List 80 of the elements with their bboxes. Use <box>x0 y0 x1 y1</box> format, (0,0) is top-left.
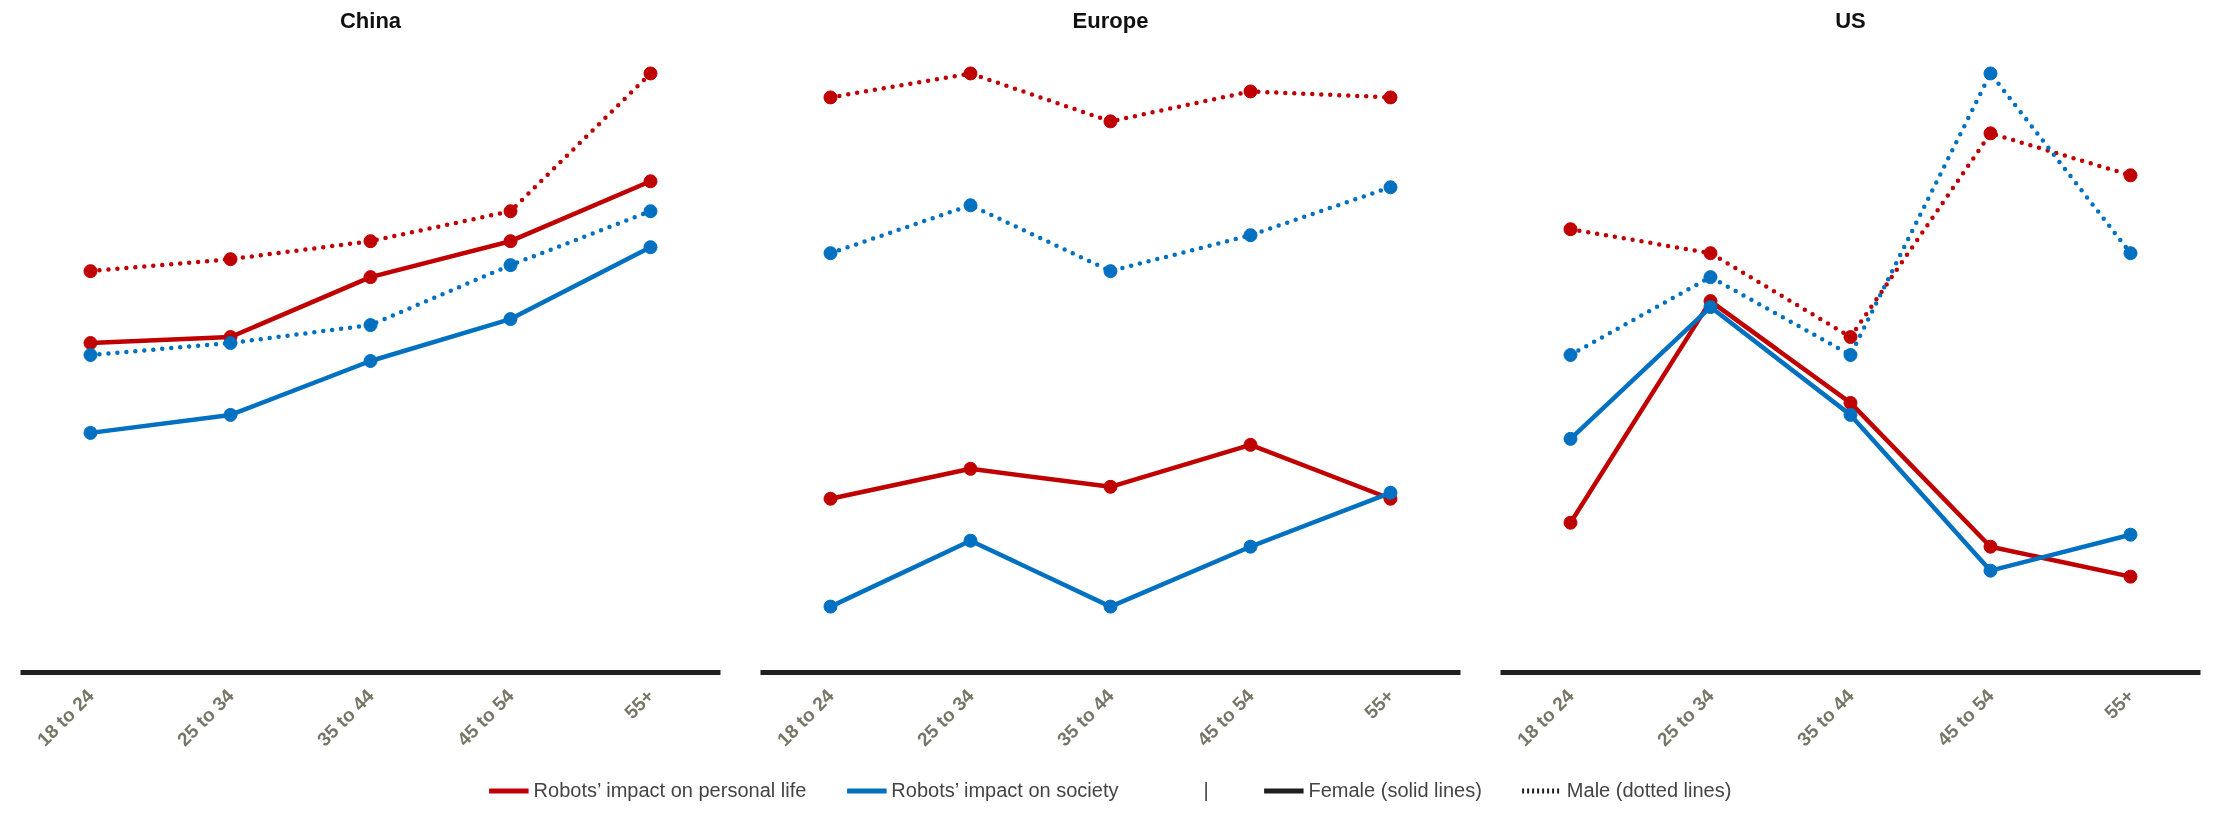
point <box>1703 246 1718 261</box>
point <box>823 246 838 261</box>
point <box>963 198 978 213</box>
x-tick-label: 55+ <box>620 685 658 723</box>
point <box>963 461 978 476</box>
point <box>643 240 658 255</box>
x-tick-label: 25 to 34 <box>913 684 979 750</box>
point <box>2123 246 2138 261</box>
point <box>1243 539 1258 554</box>
point <box>643 174 658 189</box>
x-tick-label: 45 to 54 <box>1193 684 1259 750</box>
chart-title: Europe <box>1072 7 1149 33</box>
text: | <box>1203 778 1210 802</box>
x-tick-label: 55+ <box>1360 685 1398 723</box>
point <box>1703 270 1718 285</box>
x-tick-label: 55+ <box>2100 685 2138 723</box>
point <box>963 533 978 548</box>
point <box>1563 431 1578 446</box>
point <box>1383 180 1398 195</box>
chart-title: China <box>339 7 402 33</box>
point <box>1843 407 1858 422</box>
x-tick-label: 25 to 34 <box>173 684 239 750</box>
text: Male (dotted lines) <box>1566 778 1732 802</box>
point <box>1383 90 1398 105</box>
point <box>503 234 518 249</box>
point <box>363 354 378 368</box>
point <box>1103 479 1118 494</box>
point <box>2123 168 2138 183</box>
point <box>1103 114 1118 129</box>
point <box>503 312 518 327</box>
point <box>1103 599 1118 614</box>
point <box>1563 348 1578 362</box>
point <box>223 252 238 267</box>
x-tick-label: 18 to 24 <box>773 684 839 750</box>
legend-label: Robots’ impact on society <box>891 778 1119 802</box>
point <box>823 599 838 614</box>
x-tick-label: 45 to 54 <box>453 684 519 750</box>
point <box>83 336 98 351</box>
legend-label: Robots’ impact on personal life <box>533 778 807 802</box>
x-tick-label: 35 to 44 <box>1793 684 1859 750</box>
point <box>363 234 378 249</box>
x-tick-label: 35 to 44 <box>313 684 379 750</box>
point <box>1983 66 1998 81</box>
point <box>2123 569 2138 584</box>
point <box>1563 515 1578 530</box>
point <box>83 264 98 279</box>
point <box>643 66 658 81</box>
x-tick-label: 18 to 24 <box>33 684 99 750</box>
x-tick-label: 45 to 54 <box>1933 684 1999 750</box>
point <box>1383 485 1398 500</box>
point <box>1243 228 1258 243</box>
point <box>1843 330 1858 345</box>
point <box>2123 527 2138 542</box>
point <box>1563 222 1578 237</box>
point <box>1983 126 1998 141</box>
chart-title: US <box>1835 7 1866 33</box>
point <box>1983 563 1998 578</box>
point <box>503 258 518 273</box>
point <box>1843 395 1858 410</box>
point <box>1243 437 1258 452</box>
x-tick-label: 18 to 24 <box>1513 684 1579 750</box>
point <box>223 407 238 422</box>
point <box>1243 84 1258 99</box>
x-tick-label: 25 to 34 <box>1653 684 1719 750</box>
point <box>83 348 98 362</box>
point <box>223 336 238 351</box>
point <box>363 270 378 285</box>
point <box>363 318 378 333</box>
point <box>1983 539 1998 554</box>
point <box>963 66 978 81</box>
point <box>83 425 98 440</box>
point <box>823 90 838 105</box>
point <box>1703 300 1718 315</box>
point <box>1843 348 1858 362</box>
text: Female (solid lines) <box>1308 778 1482 802</box>
point <box>1103 264 1118 279</box>
point <box>643 204 658 219</box>
x-tick-label: 35 to 44 <box>1053 684 1119 750</box>
point <box>823 491 838 506</box>
point <box>503 204 518 219</box>
